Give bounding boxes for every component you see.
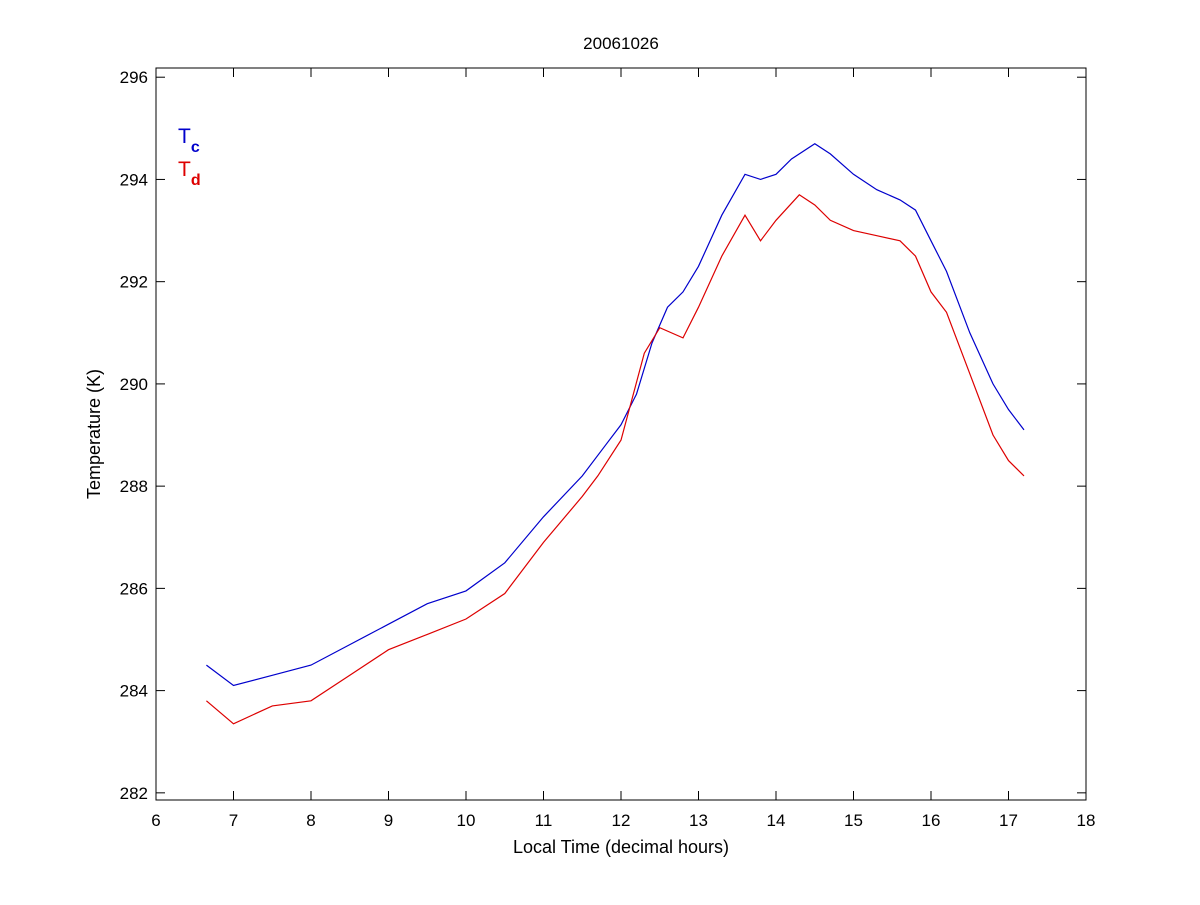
y-tick-label: 282 — [120, 784, 148, 803]
x-tick-label: 15 — [844, 811, 863, 830]
y-tick-label: 288 — [120, 477, 148, 496]
y-tick-label: 292 — [120, 273, 148, 292]
x-axis-label: Local Time (decimal hours) — [513, 837, 729, 857]
chart-title: 20061026 — [583, 34, 659, 53]
x-tick-label: 7 — [229, 811, 238, 830]
x-tick-label: 13 — [689, 811, 708, 830]
x-tick-label: 8 — [306, 811, 315, 830]
x-tick-label: 6 — [151, 811, 160, 830]
x-tick-label: 14 — [767, 811, 786, 830]
plot-area — [155, 67, 1087, 801]
y-tick-label: 284 — [120, 682, 148, 701]
x-tick-label: 9 — [384, 811, 393, 830]
x-tick-label: 11 — [535, 811, 553, 830]
legend-entry-c: Tc — [178, 125, 200, 156]
y-tick-label: 296 — [120, 68, 148, 87]
x-tick-label: 16 — [922, 811, 941, 830]
x-tick-label: 18 — [1077, 811, 1096, 830]
x-tick-label: 12 — [612, 811, 631, 830]
series-line-d — [206, 194, 1025, 725]
x-tick-label: 10 — [457, 811, 476, 830]
y-tick-label: 286 — [120, 579, 148, 598]
y-tick-label: 294 — [120, 170, 148, 189]
legend-entry-d: Td — [178, 158, 201, 189]
x-tick-label: 17 — [999, 811, 1018, 830]
y-axis-label: Temperature (K) — [84, 369, 104, 499]
series-line-c — [206, 142, 1025, 687]
y-tick-label: 290 — [120, 375, 148, 394]
